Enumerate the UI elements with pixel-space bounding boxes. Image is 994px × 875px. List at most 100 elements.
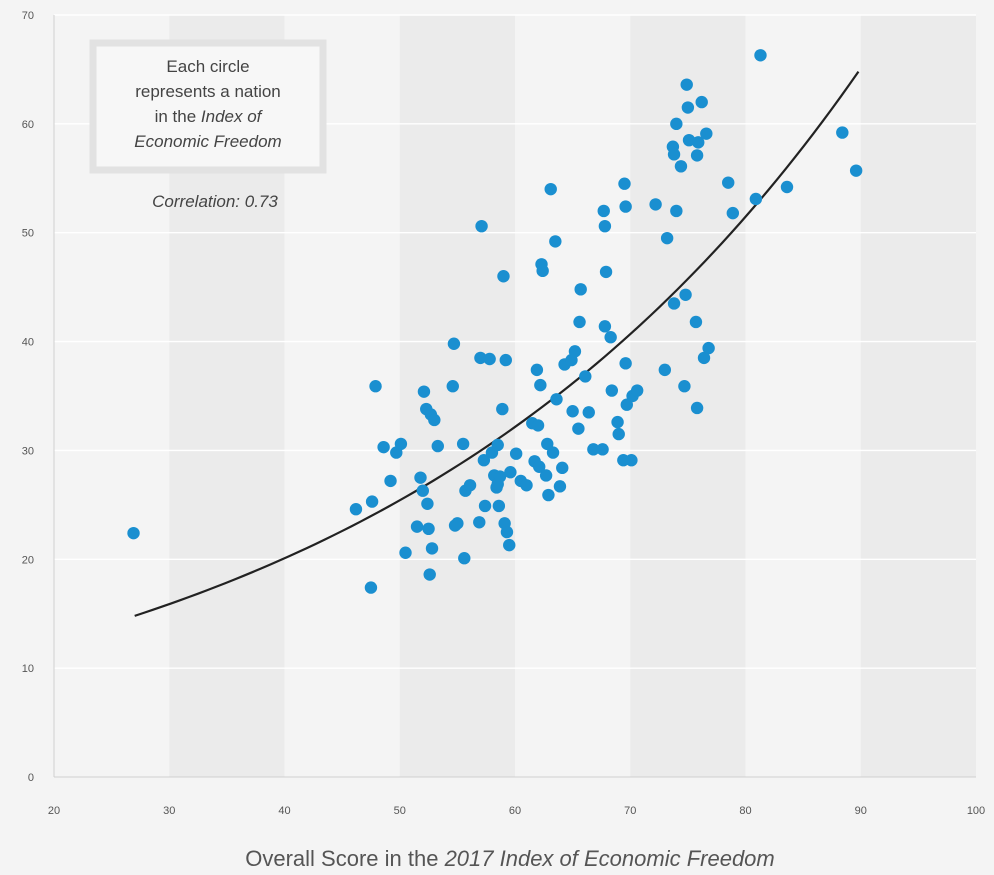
- annotation-line: Each circle: [166, 57, 249, 76]
- data-point: [553, 480, 567, 493]
- data-point: [690, 149, 704, 162]
- data-point: [574, 283, 587, 296]
- data-point: [598, 320, 612, 333]
- data-point: [499, 353, 512, 367]
- data-point: [446, 380, 459, 393]
- data-point: [377, 440, 390, 454]
- annotation-segment: Index of: [201, 107, 264, 126]
- data-point: [414, 471, 427, 484]
- y-tick-label: 50: [22, 228, 34, 240]
- x-axis-tick-labels: 20 30 40 50 60 70 80 90 100: [48, 805, 985, 817]
- data-point: [702, 341, 715, 355]
- data-point: [451, 517, 464, 530]
- data-point: [520, 479, 533, 492]
- data-point: [612, 427, 625, 441]
- data-point: [478, 499, 492, 513]
- data-point: [598, 219, 612, 233]
- data-point: [394, 437, 408, 451]
- axes: [53, 15, 976, 778]
- x-tick-label: 100: [967, 805, 985, 817]
- data-point: [503, 538, 516, 552]
- data-point: [475, 219, 488, 233]
- data-point: [431, 439, 444, 453]
- data-point: [670, 117, 683, 131]
- data-point: [780, 180, 794, 194]
- y-tick-label: 0: [28, 772, 34, 784]
- x-tick-label: 90: [855, 805, 867, 817]
- x-tick-label: 50: [394, 805, 406, 817]
- data-point: [546, 446, 560, 459]
- y-tick-label: 60: [22, 119, 34, 131]
- y-tick-label: 20: [22, 554, 34, 566]
- data-point: [384, 474, 397, 488]
- data-point: [463, 479, 477, 492]
- data-point: [530, 363, 544, 377]
- data-point: [473, 516, 486, 529]
- data-point: [681, 101, 695, 114]
- y-tick-label: 10: [22, 663, 34, 675]
- y-tick-label: 30: [22, 445, 34, 457]
- annotation-line: represents a nation: [135, 82, 281, 101]
- data-point: [542, 488, 555, 502]
- data-point: [754, 49, 767, 62]
- annotation-segment: in the: [155, 107, 201, 126]
- data-point: [658, 363, 672, 377]
- data-point: [550, 393, 563, 406]
- data-point: [670, 204, 683, 218]
- data-point: [496, 402, 509, 416]
- y-tick-label: 40: [22, 337, 34, 349]
- data-point: [541, 437, 554, 451]
- data-point: [630, 384, 644, 397]
- x-tick-label: 60: [509, 805, 521, 817]
- x-axis-title-text: Overall Score in the 2017 Index of Econo…: [245, 846, 775, 871]
- data-point: [667, 148, 681, 161]
- data-point: [364, 581, 378, 594]
- annotation-frame: [89, 39, 327, 174]
- x-tick-label: 40: [278, 805, 290, 817]
- data-point: [425, 542, 439, 555]
- annotation-segment: represents a nation: [135, 82, 281, 101]
- data-point: [417, 385, 431, 398]
- data-point: [597, 204, 610, 218]
- data-point: [689, 315, 703, 329]
- data-point: [680, 78, 693, 91]
- data-point: [749, 192, 763, 206]
- background-band: [630, 15, 746, 777]
- data-point: [349, 503, 363, 516]
- x-tick-label: 20: [48, 805, 60, 817]
- annotation-segment: Each circle: [166, 57, 249, 76]
- correlation-label: Correlation: 0.73: [152, 192, 278, 211]
- data-point: [726, 206, 740, 220]
- data-point: [369, 380, 382, 393]
- background-band: [860, 15, 976, 777]
- data-point: [456, 437, 470, 451]
- data-point: [536, 264, 549, 278]
- data-point: [492, 499, 506, 513]
- data-point: [509, 447, 523, 460]
- data-point: [587, 443, 600, 456]
- data-point: [493, 470, 507, 483]
- background-band: [745, 15, 861, 777]
- data-point: [421, 497, 434, 510]
- data-point: [534, 378, 547, 392]
- x-axis-title-segment: 2017 Index of Economic Freedom: [444, 846, 775, 871]
- annotation-segment: Economic Freedom: [134, 132, 281, 151]
- data-point: [447, 337, 461, 350]
- y-tick-label: 70: [22, 10, 34, 22]
- data-point: [605, 384, 619, 397]
- data-point: [674, 160, 688, 173]
- data-point: [365, 495, 379, 508]
- data-point: [533, 460, 546, 473]
- data-point: [620, 398, 633, 411]
- data-points: [127, 49, 863, 594]
- data-point: [544, 182, 557, 196]
- data-point: [483, 352, 496, 366]
- data-point: [579, 370, 592, 383]
- data-point: [422, 522, 435, 536]
- data-point: [549, 235, 562, 248]
- data-point: [428, 413, 441, 427]
- data-point: [477, 454, 491, 467]
- x-axis-title: Overall Score in the 2017 Index of Econo…: [245, 846, 775, 871]
